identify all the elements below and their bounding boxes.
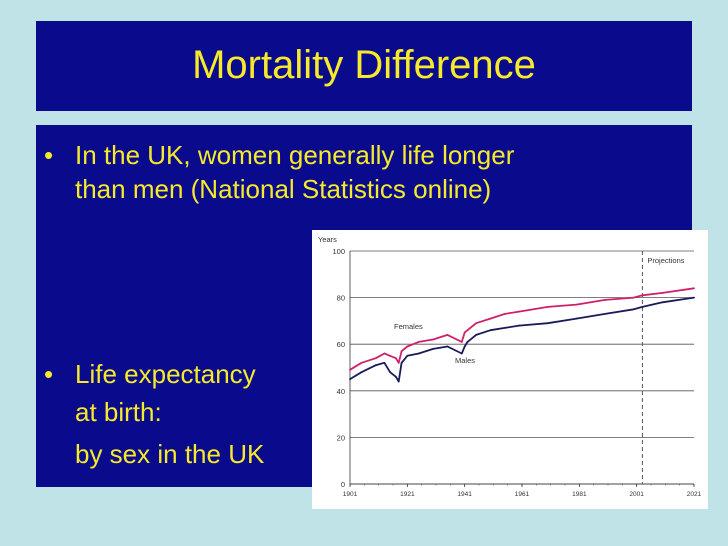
data-point bbox=[503, 326, 506, 329]
data-point bbox=[489, 329, 492, 332]
data-point bbox=[394, 357, 397, 360]
x-tick-label: 2001 bbox=[629, 491, 644, 498]
bullet-marker: • bbox=[44, 359, 54, 389]
data-point bbox=[661, 301, 664, 304]
bullet-marker: • bbox=[44, 140, 54, 170]
x-tick-label: 1921 bbox=[400, 491, 415, 498]
data-point bbox=[475, 333, 478, 336]
data-point bbox=[432, 338, 435, 341]
data-point bbox=[641, 306, 644, 308]
data-point bbox=[489, 317, 492, 320]
title-box: Mortality Difference bbox=[36, 21, 692, 111]
x-tick-label: 1941 bbox=[457, 491, 472, 498]
chart-panel: 0 20 40 60 80 100 1901 1921 1941 1961 1981 2001 2021… bbox=[312, 230, 708, 509]
y-tick-label: 60 bbox=[337, 340, 345, 349]
series-label-males: Males bbox=[455, 356, 475, 365]
data-point bbox=[406, 345, 409, 348]
data-point bbox=[546, 322, 549, 325]
y-tick-label: 20 bbox=[337, 433, 345, 442]
data-point bbox=[383, 352, 386, 355]
y-axis-label: Years bbox=[318, 235, 337, 244]
data-point bbox=[466, 329, 469, 332]
data-point bbox=[693, 296, 695, 299]
data-point bbox=[604, 313, 607, 315]
data-point bbox=[518, 310, 521, 313]
data-point bbox=[432, 347, 435, 350]
data-point bbox=[546, 306, 549, 308]
data-point bbox=[389, 371, 392, 374]
data-point bbox=[374, 364, 377, 367]
x-tick-label: 1961 bbox=[515, 491, 530, 498]
bullet-line: Life expectancy bbox=[75, 359, 256, 389]
projections-label: Projections bbox=[647, 256, 684, 265]
x-tick-label: 1901 bbox=[343, 491, 358, 498]
data-point bbox=[575, 317, 578, 320]
data-point bbox=[503, 313, 506, 315]
y-tick-label: 0 bbox=[341, 480, 345, 489]
data-point bbox=[374, 357, 377, 360]
data-point bbox=[463, 345, 466, 348]
bullet-item-uk: • In the UK, women generally life longer… bbox=[44, 138, 684, 208]
data-point bbox=[518, 324, 521, 327]
data-point bbox=[417, 340, 420, 343]
x-tick-label: 1981 bbox=[572, 491, 587, 498]
x-tick-label: 2021 bbox=[687, 491, 702, 498]
data-point bbox=[632, 296, 635, 299]
series-label-females: Females bbox=[394, 322, 423, 331]
data-point bbox=[641, 294, 644, 297]
slide-title: Mortality Difference bbox=[192, 43, 536, 87]
y-tick-label: 80 bbox=[337, 294, 345, 303]
data-point bbox=[575, 303, 578, 306]
data-point bbox=[463, 331, 466, 334]
data-point bbox=[417, 352, 420, 355]
series-line-females bbox=[349, 287, 695, 371]
data-point bbox=[394, 375, 397, 378]
life-expectancy-chart: 0 20 40 60 80 100 1901 1921 1941 1961 1981 2001 2021… bbox=[318, 235, 702, 498]
bullet-line: by sex in the UK bbox=[75, 439, 265, 469]
data-point bbox=[349, 368, 351, 371]
data-point bbox=[604, 299, 607, 301]
y-tick-label: 100 bbox=[332, 247, 345, 256]
data-point bbox=[400, 361, 403, 364]
data-point bbox=[406, 354, 409, 357]
data-point bbox=[446, 333, 449, 336]
data-point bbox=[400, 350, 403, 353]
data-point bbox=[397, 361, 400, 364]
data-point bbox=[446, 345, 449, 348]
series-line-males bbox=[349, 296, 695, 383]
bullet-line: In the UK, women generally life longer bbox=[75, 140, 515, 170]
bullet-item-life-expectancy: • Life expectancy at birth: by sex in th… bbox=[44, 357, 314, 477]
bullet-line: than men (National Statistics online) bbox=[75, 174, 492, 204]
data-point bbox=[360, 371, 363, 374]
data-point bbox=[466, 340, 469, 343]
bullet-line: at birth: bbox=[75, 397, 162, 427]
data-point bbox=[460, 340, 463, 343]
data-point bbox=[397, 380, 400, 383]
data-point bbox=[383, 361, 386, 364]
data-point bbox=[693, 287, 695, 290]
data-point bbox=[389, 354, 392, 357]
data-point bbox=[460, 352, 463, 355]
y-tick-label: 40 bbox=[337, 387, 345, 396]
data-point bbox=[360, 361, 363, 364]
data-point bbox=[661, 292, 664, 294]
data-point bbox=[632, 308, 635, 311]
data-point bbox=[475, 322, 478, 325]
data-point bbox=[349, 378, 351, 381]
